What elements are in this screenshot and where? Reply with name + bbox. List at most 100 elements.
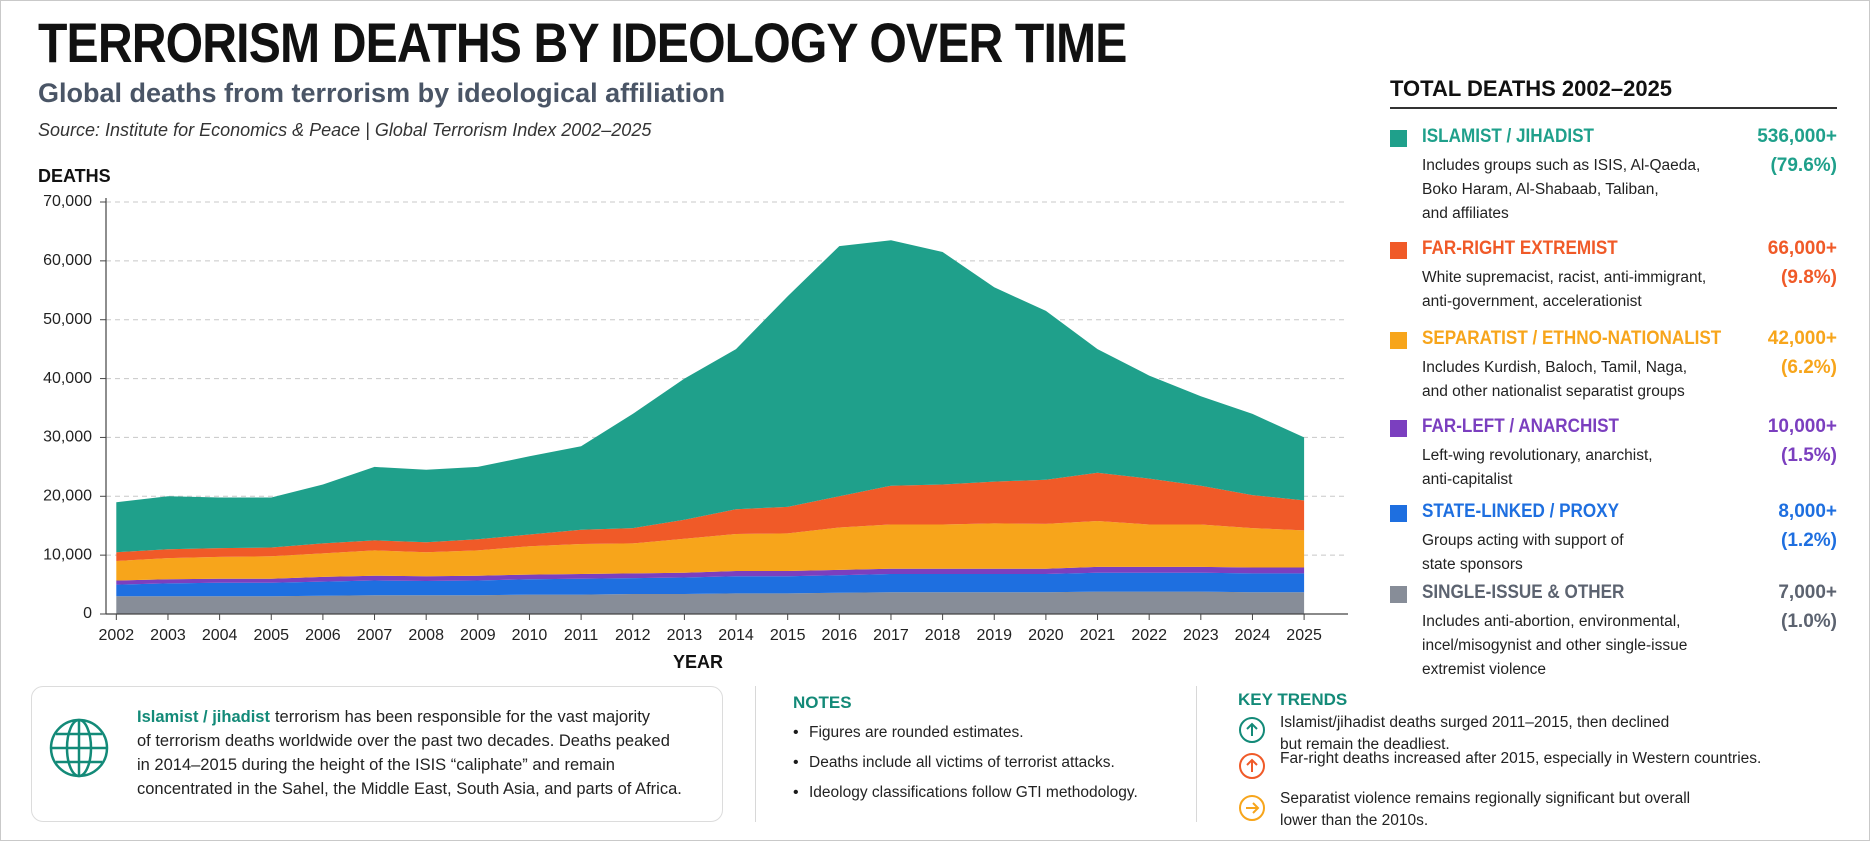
legend-total: 536,000+ (1757, 126, 1837, 147)
y-tick-label: 20,000 (43, 488, 92, 505)
x-tick-label: 2009 (460, 627, 496, 644)
legend-total: 8,000+ (1778, 501, 1837, 522)
legend-share: (1.0%) (1781, 611, 1837, 632)
notes-title: NOTES (793, 693, 852, 712)
area (116, 566, 1305, 585)
callout-text-line: concentrated in the Sahel, the Middle Ea… (137, 780, 682, 798)
x-tick-label: 2017 (873, 627, 909, 644)
legend-name: STATE-LINKED / PROXY (1422, 501, 1619, 522)
y-tick-label: 30,000 (43, 429, 92, 446)
x-axis-title: YEAR (673, 652, 723, 672)
x-tick-label: 2020 (1028, 627, 1064, 644)
legend-description: Includes anti-abortion, environmental, (1422, 613, 1681, 630)
x-tick-label: 2025 (1286, 627, 1322, 644)
y-tick-label: 10,000 (43, 546, 92, 563)
trend-text: Separatist violence remains regionally s… (1280, 790, 1691, 807)
legend-name: FAR-RIGHT EXTREMIST (1422, 238, 1618, 259)
callout-text-line: of terrorism deaths worldwide over the p… (137, 732, 670, 750)
trend-text: lower than the 2010s. (1280, 812, 1429, 829)
legend-share: (6.2%) (1781, 357, 1837, 378)
callout-box: Islamist / jihadist terrorism has been re… (31, 686, 723, 822)
legend-rule (1390, 107, 1837, 109)
note-item: Ideology classifications follow GTI meth… (809, 784, 1138, 801)
callout-text-line: in 2014–2015 during the height of the IS… (137, 756, 615, 774)
callout-line: in 2014–2015 during the height of the IS… (137, 753, 682, 777)
chart-title: TERRORISM DEATHS BY IDEOLOGY OVER TIME (38, 11, 1127, 74)
area (116, 591, 1305, 614)
y-tick-label: 60,000 (43, 252, 92, 269)
x-tick-label: 2007 (357, 627, 393, 644)
x-tick-label: 2004 (202, 627, 238, 644)
callout-line: concentrated in the Sahel, the Middle Ea… (137, 777, 682, 801)
note-bullet: • (793, 754, 799, 771)
callout-line: of terrorism deaths worldwide over the p… (137, 729, 682, 753)
x-tick-label: 2016 (822, 627, 858, 644)
legend-description: anti-government, accelerationist (1422, 293, 1642, 310)
x-tick-label: 2022 (1131, 627, 1167, 644)
legend-total: 10,000+ (1767, 416, 1837, 437)
area (116, 572, 1305, 597)
separator (1196, 686, 1197, 822)
x-tick-label: 2005 (253, 627, 289, 644)
legend-total: 42,000+ (1767, 328, 1837, 349)
note-bullet: • (793, 724, 799, 741)
y-tick-label: 70,000 (43, 193, 92, 210)
legend-total: 7,000+ (1778, 582, 1837, 603)
legend-name: ISLAMIST / JIHADIST (1422, 126, 1594, 147)
area (116, 240, 1305, 553)
x-tick-label: 2024 (1235, 627, 1271, 644)
key-trends-title: KEY TRENDS (1238, 690, 1348, 709)
x-tick-label: 2002 (99, 627, 135, 644)
legend-description: extremist violence (1422, 661, 1547, 678)
x-tick-label: 2013 (667, 627, 703, 644)
legend-share: (9.8%) (1781, 267, 1837, 288)
x-tick-label: 2018 (925, 627, 961, 644)
area (116, 521, 1305, 581)
legend-swatch (1390, 242, 1407, 259)
legend-swatch (1390, 420, 1407, 437)
x-tick-label: 2014 (718, 627, 754, 644)
x-tick-label: 2021 (1080, 627, 1116, 644)
y-tick-label: 40,000 (43, 370, 92, 387)
legend-swatch (1390, 332, 1407, 349)
callout-text: Islamist / jihadist terrorism has been re… (137, 705, 682, 801)
note-bullet: • (793, 784, 799, 801)
x-tick-label: 2006 (305, 627, 341, 644)
x-tick-label: 2023 (1183, 627, 1219, 644)
legend-name: SEPARATIST / ETHNO-NATIONALIST (1422, 328, 1722, 349)
area (116, 472, 1305, 561)
legend-description: Left-wing revolutionary, anarchist, (1422, 447, 1653, 464)
trend-icons (1239, 717, 1265, 821)
legend-swatch (1390, 130, 1407, 147)
trend-text: but remain the deadliest. (1280, 736, 1450, 753)
legend-description: state sponsors (1422, 556, 1523, 573)
x-tick-label: 2012 (615, 627, 651, 644)
legend-title: TOTAL DEATHS 2002–2025 (1390, 76, 1673, 101)
legend-description: anti-capitalist (1422, 471, 1513, 488)
x-tick-label: 2010 (512, 627, 548, 644)
legend-description: and affiliates (1422, 205, 1509, 222)
callout-highlight: Islamist / jihadist (137, 708, 270, 726)
legend-swatch (1390, 505, 1407, 522)
chart-subtitle: Global deaths from terrorism by ideologi… (38, 78, 726, 108)
legend-description: Groups acting with support of (1422, 532, 1624, 549)
source-note: Source: Institute for Economics & Peace … (38, 120, 652, 140)
x-tick-label: 2015 (770, 627, 806, 644)
legend-description: White supremacist, racist, anti-immigran… (1422, 269, 1707, 286)
legend-share: (1.2%) (1781, 530, 1837, 551)
separator (755, 686, 756, 822)
note-item: Deaths include all victims of terrorist … (809, 754, 1115, 771)
legend-name: SINGLE-ISSUE & OTHER (1422, 582, 1625, 603)
legend-description: incel/misogynist and other single-issue (1422, 637, 1688, 654)
globe-icon (49, 718, 109, 778)
legend-share: (1.5%) (1781, 445, 1837, 466)
legend-share: (79.6%) (1770, 155, 1837, 176)
note-item: Figures are rounded estimates. (809, 724, 1024, 741)
x-tick-label: 2019 (976, 627, 1012, 644)
legend-name: FAR-LEFT / ANARCHIST (1422, 416, 1619, 437)
y-tick-label: 0 (83, 605, 92, 622)
legend-total: 66,000+ (1767, 238, 1837, 259)
x-tick-label: 2003 (150, 627, 186, 644)
legend-swatch (1390, 586, 1407, 603)
chart: 0 10,000 20,000 30,000 40,000 50,000 60,000 70,… (38, 166, 1348, 672)
